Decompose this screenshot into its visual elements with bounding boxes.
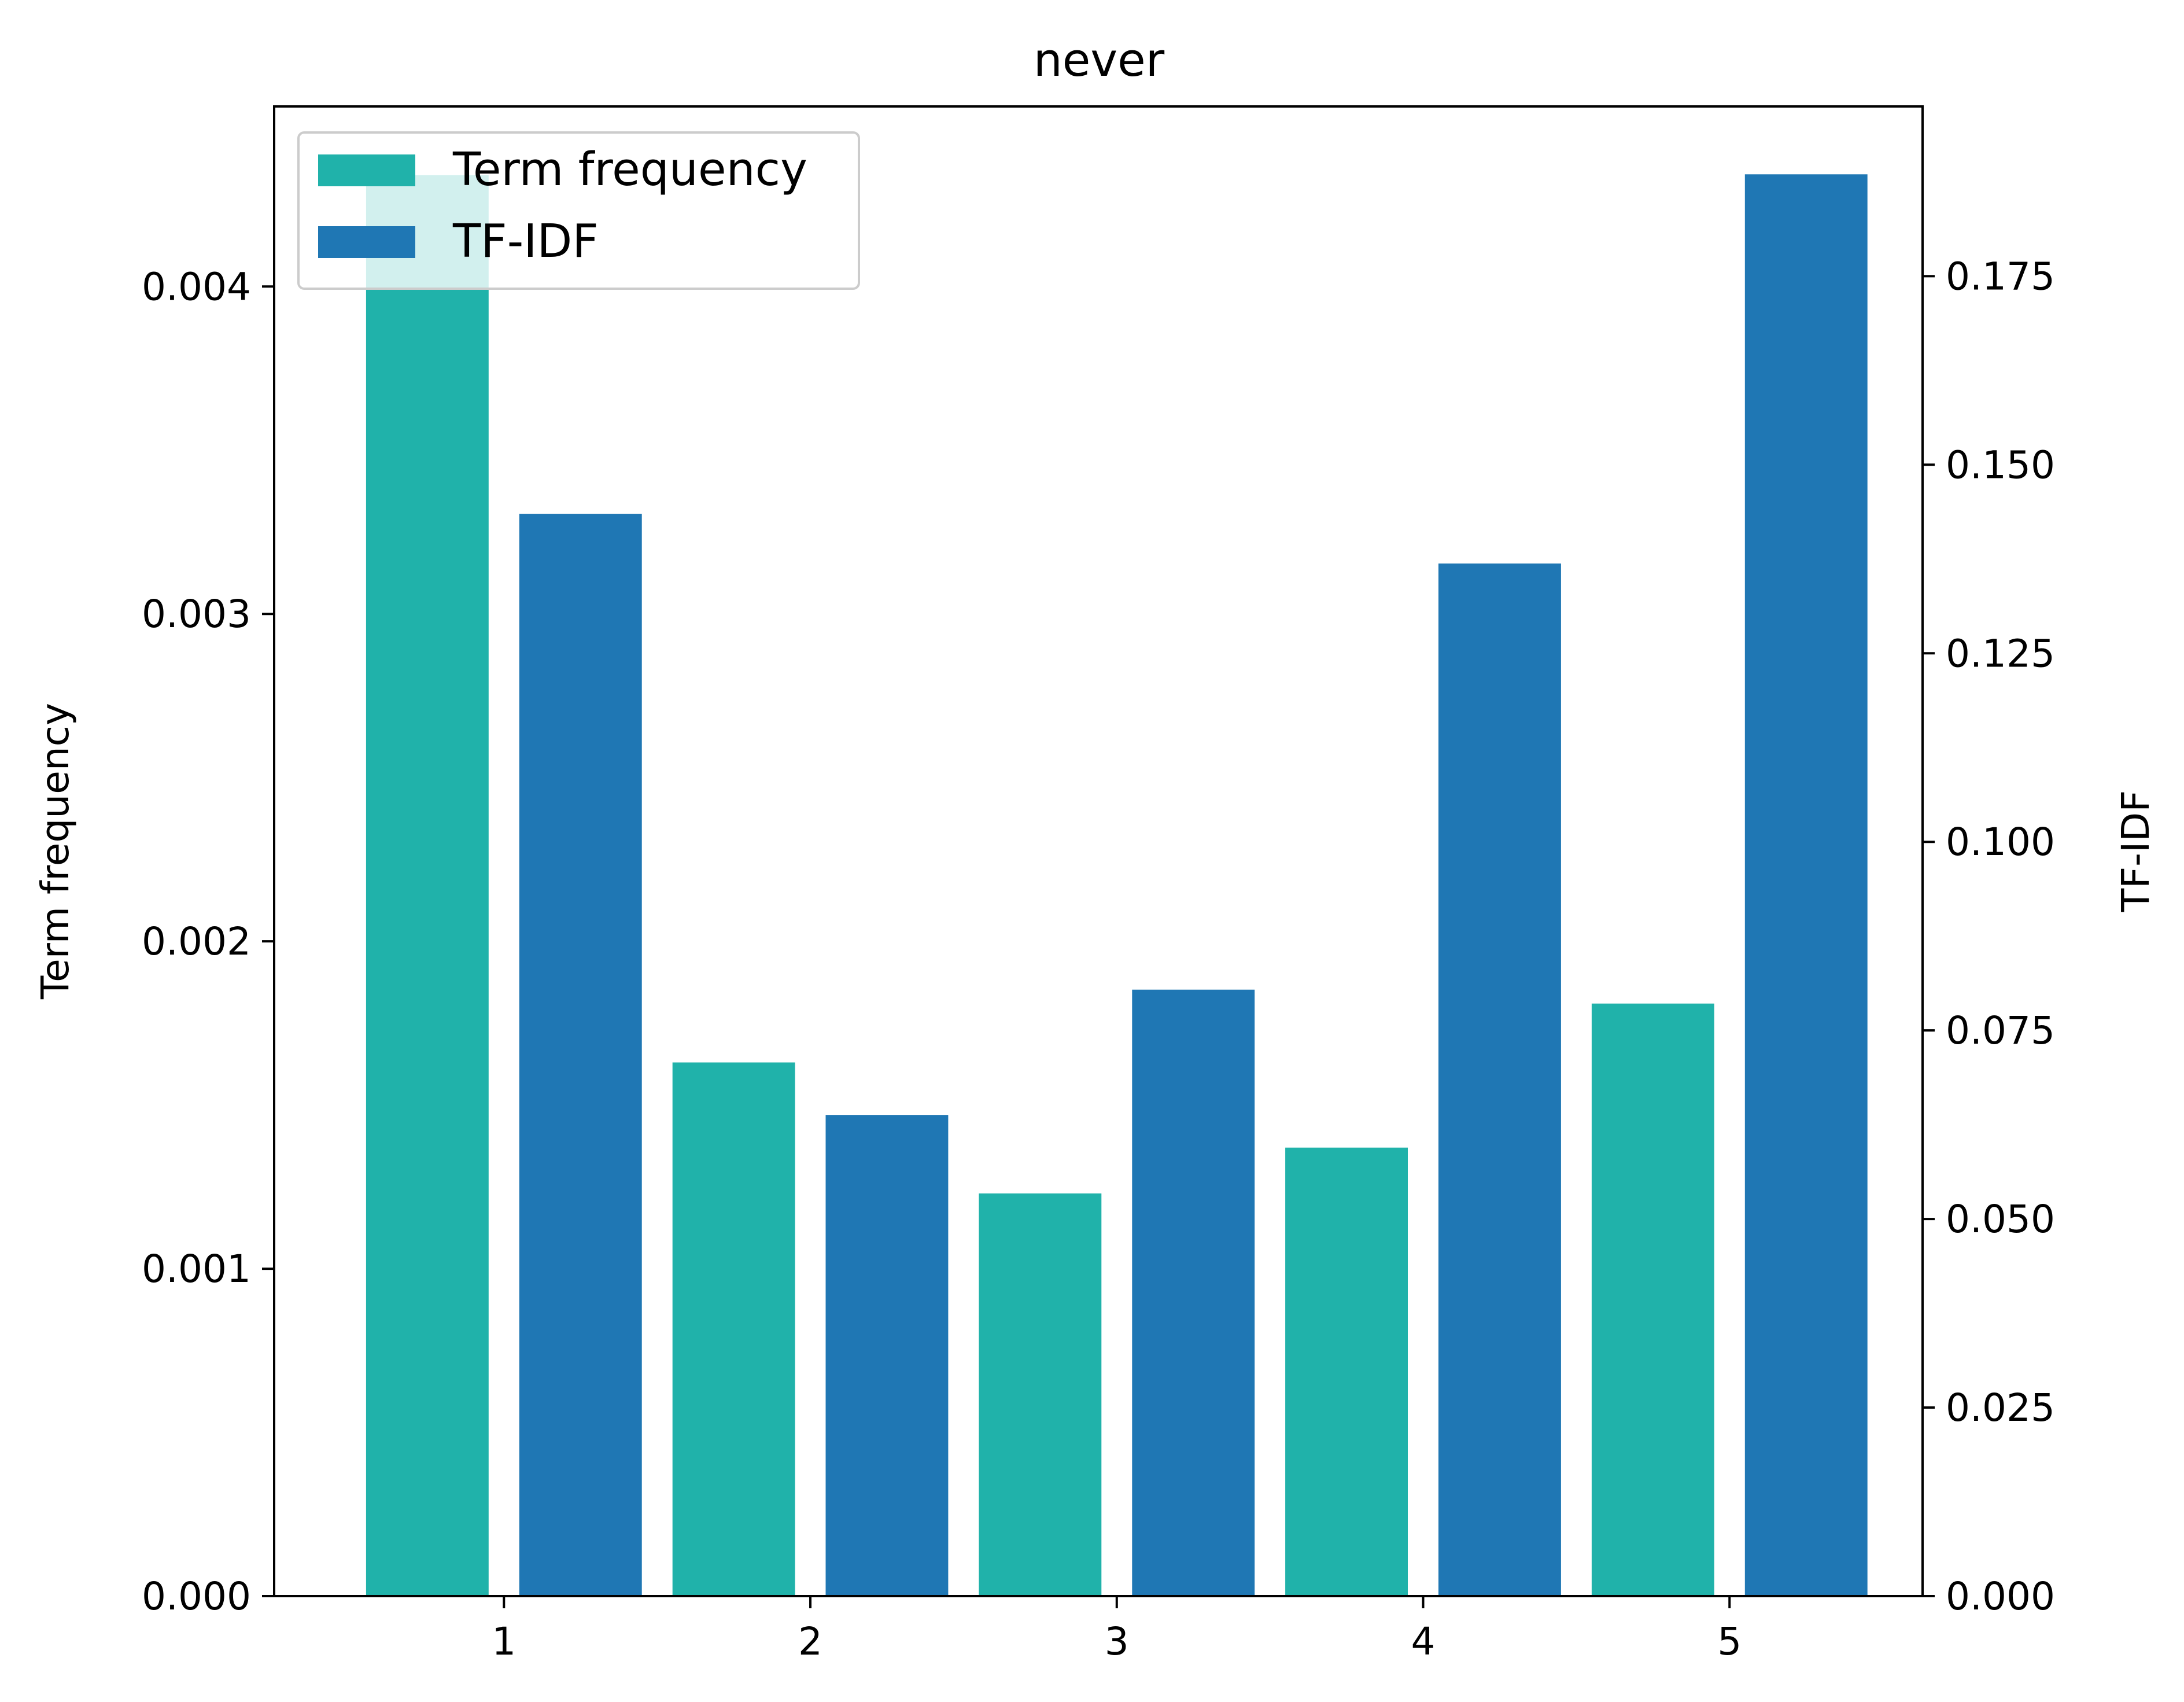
x-tick-label: 5 (1717, 1619, 1742, 1664)
y-tick-label: 0.003 (142, 592, 251, 636)
bar-term-frequency-1 (366, 175, 489, 1596)
x-tick-label: 3 (1105, 1619, 1129, 1664)
y2-tick-label: 0.000 (1946, 1574, 2055, 1619)
y-tick-label: 0.001 (142, 1247, 251, 1291)
y2-tick-label: 0.025 (1946, 1386, 2055, 1430)
x-axis-ticks: 1 2 3 4 5 (492, 1596, 1742, 1664)
right-y-axis-label: TF-IDF (2113, 790, 2158, 912)
bar-tf-idf-1 (519, 514, 642, 1596)
y-tick-label: 0.000 (142, 1574, 251, 1619)
y2-tick-label: 0.125 (1946, 631, 2055, 676)
bars-layer (366, 174, 1868, 1596)
chart-title: never (1034, 34, 1165, 87)
x-tick-label: 2 (798, 1619, 822, 1664)
bar-tf-idf-4 (1438, 563, 1561, 1596)
left-y-axis-label: Term frequency (33, 703, 78, 1000)
legend-swatch-term-frequency (318, 154, 415, 186)
left-y-axis-ticks: 0.000 0.001 0.002 0.003 0.004 (142, 264, 274, 1619)
y-tick-label: 0.004 (142, 264, 251, 309)
y2-tick-label: 0.050 (1946, 1197, 2055, 1241)
bar-term-frequency-4 (1285, 1147, 1408, 1596)
legend-box (297, 131, 860, 290)
y2-tick-label: 0.100 (1946, 820, 2055, 864)
legend-swatch-tf-idf (318, 226, 415, 258)
y-tick-label: 0.002 (142, 919, 251, 964)
y2-tick-label: 0.175 (1946, 254, 2055, 299)
y2-tick-label: 0.075 (1946, 1008, 2055, 1053)
bar-tf-idf-3 (1132, 989, 1255, 1596)
plot-frame (273, 105, 1924, 1597)
bar-tf-idf-5 (1744, 174, 1868, 1596)
bar-term-frequency-2 (672, 1062, 795, 1596)
right-y-axis-ticks: 0.000 0.025 0.050 0.075 0.100 0.125 0.150 0.175 (1923, 254, 2055, 1619)
x-tick-label: 1 (492, 1619, 516, 1664)
bar-term-frequency-3 (979, 1193, 1102, 1596)
legend: Term frequency TF-IDF (297, 131, 860, 290)
x-tick-label: 4 (1411, 1619, 1436, 1664)
legend-label-tf-idf: TF-IDF (452, 215, 599, 268)
bar-term-frequency-5 (1591, 1003, 1714, 1596)
y2-tick-label: 0.150 (1946, 443, 2055, 487)
legend-label-term-frequency: Term frequency (452, 143, 807, 196)
bar-tf-idf-2 (825, 1115, 949, 1596)
